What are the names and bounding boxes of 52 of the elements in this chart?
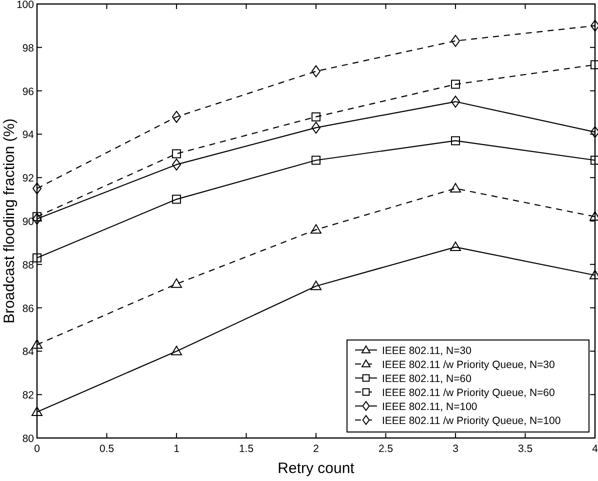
point (450, 182, 461, 192)
y-tick-label: 100 (16, 0, 34, 11)
x-tick-label: 4 (592, 443, 598, 455)
y-tick-label: 80 (22, 433, 34, 445)
point (451, 96, 460, 108)
x-tick-label: 0.5 (99, 443, 114, 455)
point (451, 136, 460, 146)
x-tick-label: 0 (34, 443, 40, 455)
x-tick-label: 3 (452, 443, 459, 455)
y-tick-label: 92 (22, 172, 34, 185)
x-tick-label: 3.5 (518, 443, 533, 455)
point (171, 346, 182, 356)
point (312, 122, 320, 134)
y-tick-label: 88 (22, 259, 34, 272)
point (310, 224, 322, 234)
point (312, 156, 320, 165)
point (172, 149, 181, 158)
point (312, 65, 320, 78)
point (32, 406, 42, 416)
x-tick-label: 2.5 (378, 443, 394, 455)
point (310, 280, 322, 290)
legend-label: IEEE 802.11 /w Priority Queue, N=30 (382, 359, 556, 371)
x-axis-title: Retry count (278, 460, 356, 477)
point (312, 112, 320, 122)
y-tick-label: 86 (22, 302, 34, 315)
x-tick-label: 1 (174, 443, 180, 455)
point (451, 80, 460, 89)
y-tick-label: 82 (22, 390, 34, 402)
y-tick-label: 84 (22, 346, 34, 358)
point (172, 110, 181, 123)
y-tick-label: 94 (22, 129, 34, 142)
point (172, 194, 181, 204)
point (32, 339, 42, 349)
legend-label: IEEE 802.11 /w Priority Queue, N=60 (382, 387, 556, 399)
point (590, 60, 598, 70)
y-tick-label: 96 (22, 86, 34, 98)
point (32, 182, 42, 194)
point (171, 278, 182, 288)
y-axis-title: Broadcast flooding fraction (%) (1, 118, 18, 324)
point (450, 242, 461, 252)
x-tick-label: 2 (313, 443, 320, 455)
point (32, 253, 42, 262)
legend-label: IEEE 802.11, N=30 (382, 345, 472, 357)
point (590, 156, 598, 165)
y-tick-label: 98 (22, 42, 34, 54)
x-tick-label: 1.5 (238, 443, 254, 455)
legend-label: IEEE 802.11, N=60 (382, 373, 472, 385)
point (172, 158, 181, 171)
legend-label: IEEE 802.11, N=100 (382, 401, 478, 413)
point (451, 34, 460, 47)
legend-label: IEEE 802.11 /w Priority Queue, N=100 (382, 415, 561, 427)
point (32, 212, 42, 225)
